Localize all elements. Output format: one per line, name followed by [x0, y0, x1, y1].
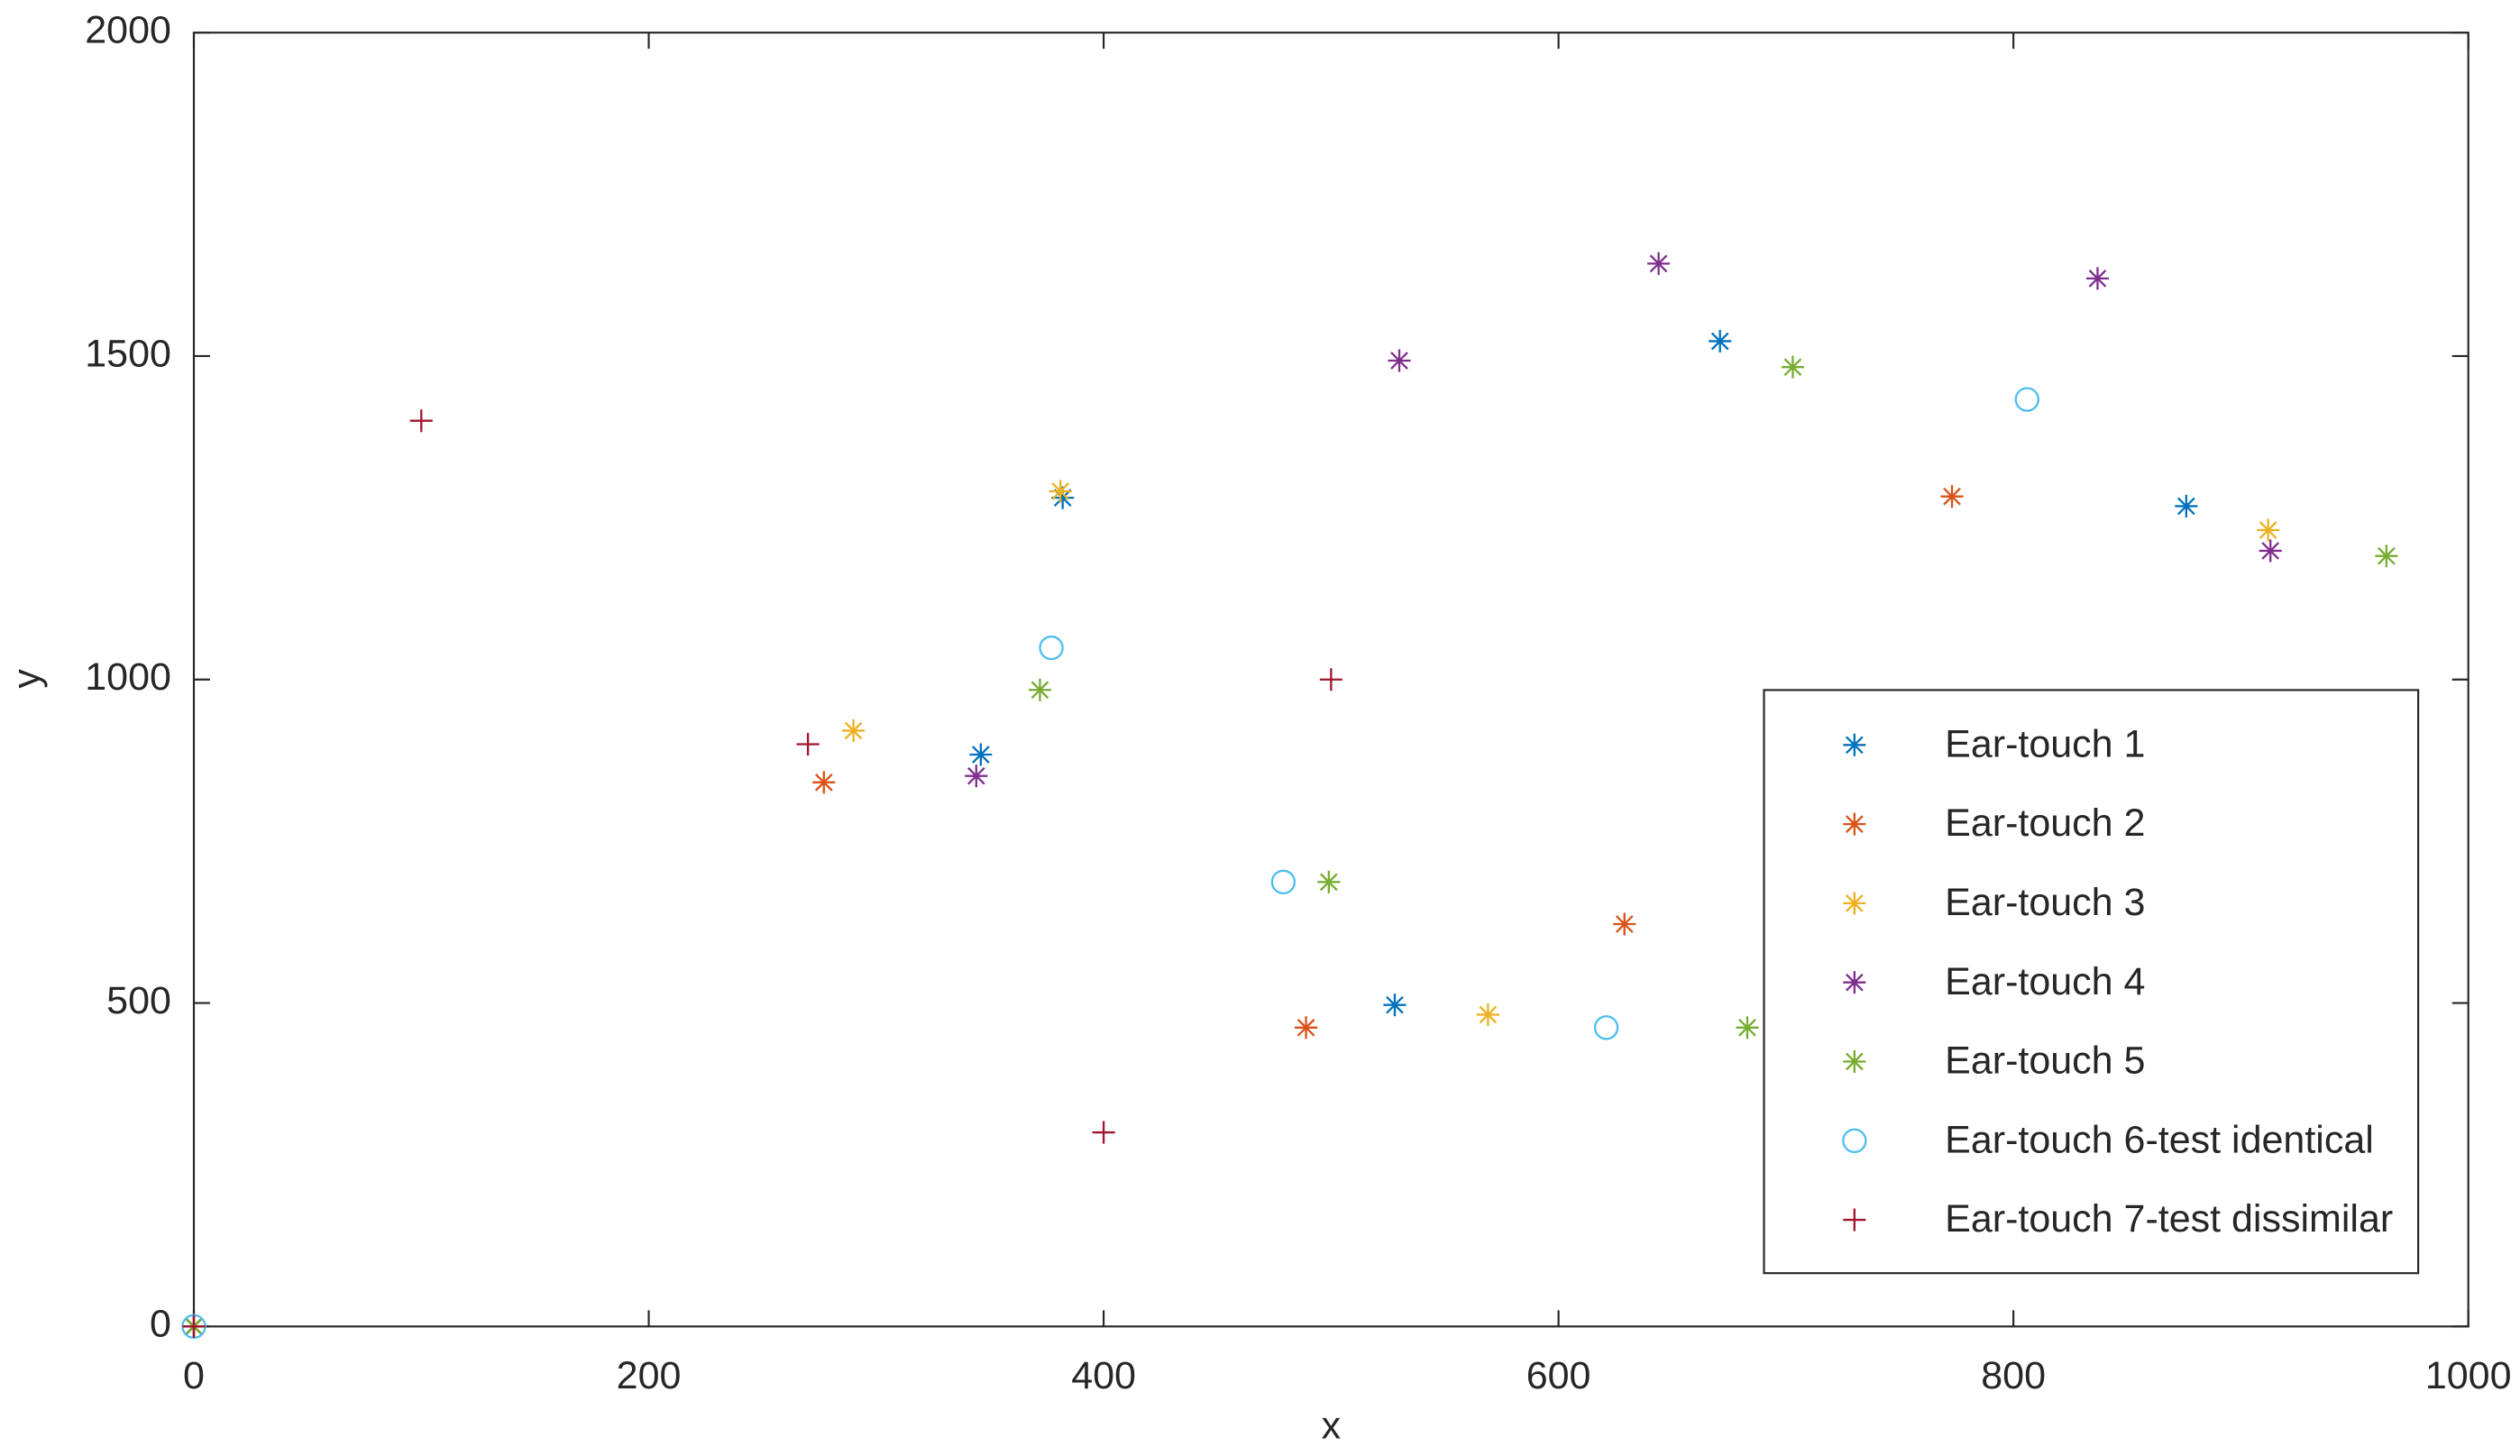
y-tick-label: 2000	[85, 9, 171, 52]
marker	[1781, 355, 1804, 379]
legend-label: Ear-touch 7-test dissimilar	[1945, 1197, 2393, 1241]
x-tick-label: 0	[183, 1354, 205, 1397]
marker-stroke	[1386, 995, 1404, 1014]
marker	[1028, 678, 1051, 701]
marker-stroke	[1297, 1018, 1315, 1037]
y-tick-label: 0	[150, 1303, 171, 1346]
marker-stroke	[1845, 815, 1864, 833]
marker	[1613, 912, 1636, 936]
marker-circle	[2014, 387, 2039, 412]
y-tick-label: 500	[106, 979, 171, 1022]
marker	[409, 409, 433, 433]
marker	[1039, 635, 1064, 661]
marker-stroke	[1738, 1018, 1756, 1037]
x-tick-label: 200	[617, 1354, 682, 1397]
x-axis-label: x	[1322, 1405, 1342, 1448]
marker-stroke	[1845, 894, 1864, 912]
marker-circle	[1039, 635, 1064, 661]
marker-stroke	[1615, 915, 1634, 933]
marker	[2257, 518, 2280, 542]
marker	[1319, 668, 1342, 691]
marker-stroke	[2377, 546, 2396, 565]
marker-stroke	[2177, 497, 2195, 516]
marker-stroke	[1479, 1005, 1498, 1024]
marker-stroke	[1943, 487, 1961, 506]
marker	[1295, 1016, 1318, 1039]
marker-stroke	[2259, 521, 2277, 539]
legend-label: Ear-touch 1	[1945, 722, 2145, 765]
marker-stroke	[2088, 270, 2107, 288]
marker-stroke	[1390, 352, 1408, 370]
marker	[812, 771, 836, 794]
legend-marker	[1843, 1049, 1866, 1074]
marker-stroke	[967, 766, 985, 785]
y-axis-label: y	[5, 669, 49, 689]
marker	[796, 732, 820, 756]
y-tick-label: 1000	[85, 655, 171, 699]
marker-stroke	[1710, 332, 1729, 351]
legend-marker	[1843, 971, 1866, 994]
marker-stroke	[844, 721, 863, 740]
marker	[1317, 870, 1341, 893]
marker	[2014, 387, 2039, 412]
marker	[2085, 267, 2110, 290]
legend-label: Ear-touch 5	[1945, 1039, 2145, 1083]
marker-circle	[1593, 1015, 1619, 1040]
marker-stroke	[1649, 254, 1668, 273]
marker-stroke	[1031, 681, 1049, 700]
marker-stroke	[2261, 542, 2280, 560]
legend-label: Ear-touch 6-test identical	[1945, 1118, 2374, 1161]
marker	[965, 765, 988, 788]
marker	[1709, 329, 1732, 353]
marker	[2375, 545, 2398, 568]
marker	[1736, 1016, 1759, 1039]
x-tick-label: 400	[1071, 1354, 1136, 1397]
legend-marker	[1842, 1128, 1867, 1153]
marker-stroke	[1845, 1052, 1864, 1071]
marker-stroke	[971, 746, 990, 764]
marker	[2259, 539, 2282, 563]
marker	[1383, 994, 1407, 1017]
marker	[182, 1314, 206, 1338]
marker-stroke	[1783, 358, 1802, 377]
legend-label: Ear-touch 3	[1945, 881, 2145, 924]
marker	[1476, 1003, 1499, 1026]
marker	[842, 719, 866, 742]
marker	[969, 743, 993, 766]
legend-marker	[1843, 892, 1866, 915]
x-tick-label: 800	[1981, 1354, 2046, 1397]
marker-stroke	[1319, 873, 1338, 892]
marker	[1647, 252, 1671, 275]
legend-box	[1763, 689, 2420, 1275]
marker	[1049, 480, 1072, 503]
legend-marker	[1843, 1208, 1866, 1232]
marker	[1940, 485, 1964, 508]
marker-circle	[1842, 1128, 1867, 1153]
marker-stroke	[1845, 973, 1864, 992]
y-tick-label: 1500	[85, 332, 171, 375]
legend-marker	[1843, 812, 1866, 836]
marker	[1593, 1015, 1619, 1040]
marker	[1092, 1121, 1115, 1144]
legend: Ear-touch 1 Ear-touch 2 Ear-touch 3 Ear-tou…	[1763, 689, 2420, 1275]
marker-stroke	[1845, 736, 1864, 755]
marker-circle	[1270, 869, 1297, 895]
marker	[2175, 494, 2198, 517]
marker	[1388, 349, 1411, 372]
x-tick-label: 1000	[2425, 1354, 2512, 1397]
marker-stroke	[1051, 482, 1069, 500]
legend-label: Ear-touch 4	[1945, 960, 2145, 1003]
marker-stroke	[814, 773, 833, 792]
legend-marker	[1843, 733, 1866, 756]
marker	[1270, 869, 1297, 895]
legend-label: Ear-touch 2	[1945, 801, 2145, 845]
x-tick-label: 600	[1526, 1354, 1591, 1397]
